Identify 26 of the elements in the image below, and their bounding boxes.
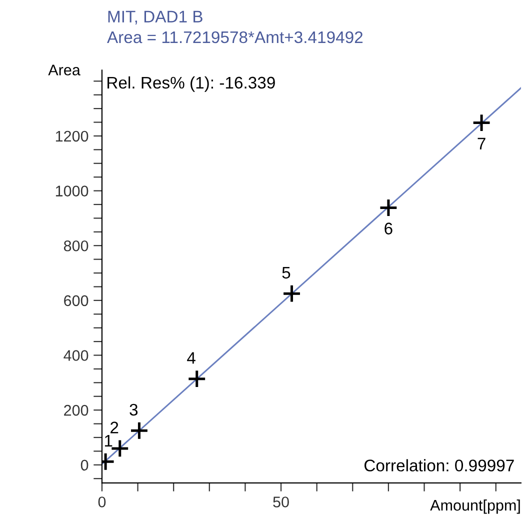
annotation: 6 (384, 222, 392, 234)
y-tick-label: 1000 (56, 186, 88, 196)
y-tick-label: 600 (64, 295, 88, 306)
chart-subtitle: Area = 11.7219578*Amt+3.419492 (107, 31, 363, 44)
annotation: 2 (110, 422, 118, 434)
annotation: Correlation: 0.99997 (364, 459, 514, 472)
annotation: 7 (478, 138, 486, 150)
point (472, 113, 492, 132)
y-tick-label: 800 (64, 240, 88, 252)
x-axis-title: Amount[ppm] (430, 499, 520, 514)
annotation: 1 (104, 434, 112, 446)
y-tick-label: 200 (64, 404, 88, 416)
y-tick-label: 1200 (56, 130, 88, 142)
point (187, 369, 206, 388)
annotation: 4 (187, 352, 196, 364)
point (282, 284, 302, 304)
point (130, 421, 149, 440)
point (378, 198, 398, 218)
y-tick-label: 0 (80, 460, 88, 471)
annotation: 5 (282, 266, 290, 279)
x-tick-label: 50 (273, 496, 289, 508)
annotation: 3 (130, 404, 138, 416)
chart-title: MIT, DAD1 B (108, 10, 202, 25)
annotation: Rel. Res% (1): -16.339 (108, 76, 275, 92)
y-tick-label: 400 (64, 350, 88, 361)
y-axis-title: Area (48, 64, 80, 76)
